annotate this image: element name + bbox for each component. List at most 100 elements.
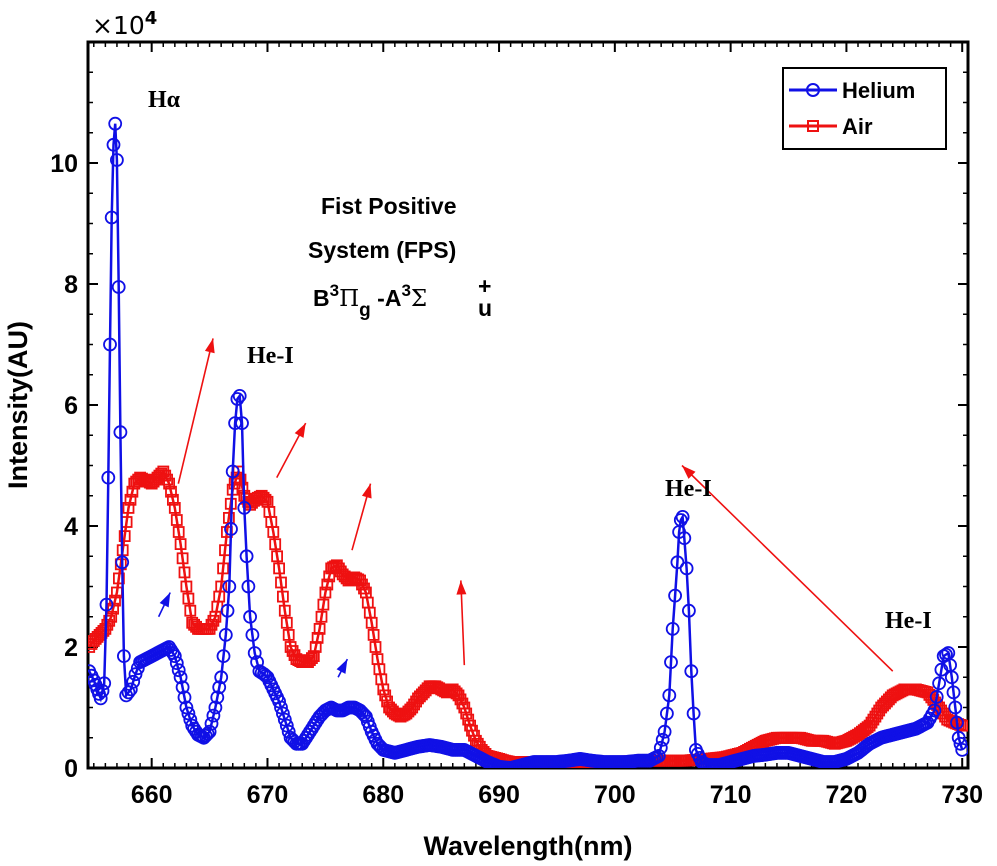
data-point xyxy=(93,691,108,706)
data-point xyxy=(275,706,290,721)
data-point xyxy=(103,614,116,627)
data-point xyxy=(946,685,961,700)
data-point xyxy=(177,690,192,705)
annotation-arrow xyxy=(157,592,171,618)
legend-label-helium: Helium xyxy=(842,78,915,103)
data-point xyxy=(272,694,287,709)
data-point xyxy=(212,680,227,695)
data-point xyxy=(955,742,968,757)
data-point xyxy=(684,664,699,679)
data-point xyxy=(311,632,324,644)
data-point xyxy=(927,703,942,718)
data-point xyxy=(354,574,367,587)
data-point xyxy=(277,712,292,727)
data-point xyxy=(180,580,193,593)
plot-frame xyxy=(86,40,970,770)
legend-item-air: Air xyxy=(789,114,873,139)
data-point xyxy=(122,501,135,514)
data-point xyxy=(281,724,296,739)
data-point xyxy=(106,137,121,152)
data-point xyxy=(208,700,223,715)
data-point xyxy=(202,724,217,739)
y-tick-label: 6 xyxy=(64,392,78,420)
x-tick-label: 680 xyxy=(362,781,404,809)
data-point xyxy=(665,622,680,636)
data-point xyxy=(216,649,231,663)
data-point xyxy=(280,616,293,629)
data-point xyxy=(313,623,326,635)
x-tick-label: 730 xyxy=(941,781,983,809)
data-point xyxy=(222,579,237,594)
data-point xyxy=(204,716,219,731)
data-point xyxy=(369,641,382,653)
data-point xyxy=(950,715,964,730)
data-point xyxy=(225,464,240,479)
svg-text:+: + xyxy=(478,273,491,299)
arrow-layer xyxy=(157,338,894,678)
data-point xyxy=(95,684,110,698)
data-point xyxy=(653,740,668,755)
data-point xyxy=(460,707,473,720)
data-point xyxy=(929,690,944,704)
data-point xyxy=(317,598,330,611)
he-i-label-728: He-I xyxy=(885,608,932,634)
data-point xyxy=(259,493,272,506)
data-point xyxy=(243,609,258,624)
data-point xyxy=(163,477,176,490)
data-point xyxy=(273,562,286,575)
data-point xyxy=(284,641,297,653)
y-axis-title: Intensity(AU) xyxy=(3,321,33,489)
data-point xyxy=(664,655,678,669)
y-exponent-label: ×104 xyxy=(92,8,157,40)
data-point xyxy=(668,588,682,603)
data-point xyxy=(214,670,229,685)
data-point xyxy=(232,388,247,403)
data-point xyxy=(315,610,328,623)
legend: Helium Air xyxy=(782,67,947,150)
data-point xyxy=(307,650,320,662)
data-point xyxy=(167,649,182,663)
data-point xyxy=(365,616,378,629)
annotation-arrow xyxy=(351,483,372,551)
data-point xyxy=(217,562,230,575)
data-point xyxy=(220,603,235,618)
data-point xyxy=(462,713,475,726)
x-axis-title: Wavelength(nm) xyxy=(424,831,633,861)
data-point xyxy=(303,654,316,666)
data-point xyxy=(279,718,294,733)
data-point xyxy=(115,555,130,570)
data-point xyxy=(234,473,247,486)
axis-ticks xyxy=(88,42,968,769)
annotation-arrow xyxy=(456,580,467,666)
annotation-arrow xyxy=(336,658,349,678)
data-point xyxy=(657,724,672,739)
data-point xyxy=(321,578,334,591)
data-point xyxy=(247,646,262,660)
data-point xyxy=(230,392,245,406)
data-point xyxy=(113,425,128,440)
data-point xyxy=(173,670,188,685)
data-point xyxy=(171,663,186,678)
data-point xyxy=(169,656,184,670)
data-point xyxy=(181,706,196,721)
he-i-label-706: He-I xyxy=(665,476,712,502)
data-point xyxy=(215,580,228,593)
fps-line1: Fist Positive xyxy=(321,193,456,219)
data-point xyxy=(110,153,124,167)
svg-text:B3Πg -A3Σ: B3Πg -A3Σ xyxy=(313,281,427,321)
data-point xyxy=(282,629,295,641)
data-point xyxy=(367,629,380,641)
data-point xyxy=(170,514,183,526)
data-point xyxy=(257,491,270,504)
data-point xyxy=(377,683,390,696)
data-point xyxy=(175,680,190,695)
data-point xyxy=(210,690,225,705)
y-tick-label: 4 xyxy=(64,513,78,541)
data-point xyxy=(178,566,191,579)
data-point xyxy=(124,493,137,506)
data-point xyxy=(267,526,280,538)
fps-transition-formula: B3Πg -A3Σ + u xyxy=(313,273,492,321)
data-point xyxy=(458,701,471,714)
data-point xyxy=(174,538,187,550)
